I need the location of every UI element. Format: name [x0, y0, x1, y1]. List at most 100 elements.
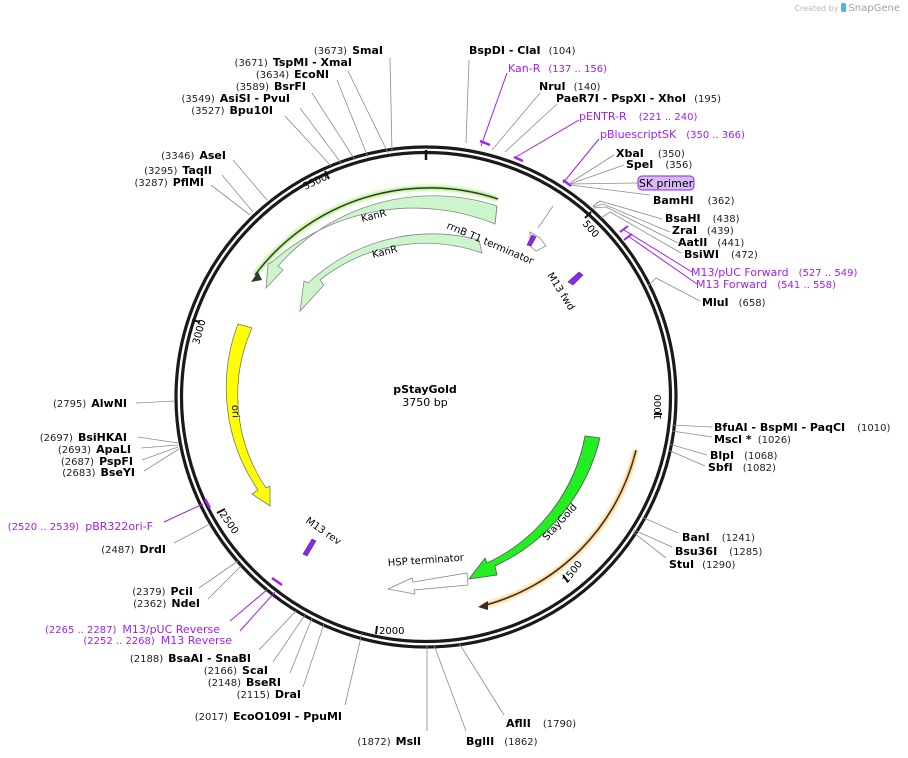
enzyme-asei[interactable]: (3346) AseI: [161, 149, 226, 162]
snapgene-logo-icon: [841, 3, 847, 12]
enzyme-xbai[interactable]: XbaI (350): [616, 147, 685, 160]
enzyme-bsaai-snabi[interactable]: (2188) BsaAI - SnaBI: [130, 652, 251, 665]
feature-staygold[interactable]: StayGold: [468, 435, 601, 580]
svg-text:(2693)ApaLI: (2693) ApaLI: [58, 443, 131, 456]
svg-text:(2520 .. 2539)pBR322ori-F: (2520 .. 2539) pBR322ori-F: [8, 520, 153, 533]
feature-staygold-track[interactable]: [478, 449, 639, 610]
svg-text:(2687)PspFI: (2687) PspFI: [61, 455, 133, 468]
svg-text:AflII(1790): AflII (1790): [506, 717, 576, 730]
feature-m13-rev[interactable]: M13 rev: [302, 515, 343, 557]
enzyme-bglii[interactable]: BglII (1862): [466, 735, 538, 748]
enzyme-bseyi[interactable]: (2683) BseYI: [62, 466, 135, 479]
primer-m13-puc-reverse[interactable]: (2265 .. 2287) M13/pUC Reverse: [45, 623, 220, 636]
svg-text:NruI(140): NruI (140): [539, 80, 601, 93]
svg-text:MscI *(1026): MscI * (1026): [714, 433, 791, 446]
enzyme-scai[interactable]: (2166) ScaI: [204, 664, 268, 677]
enzyme-bsrfi[interactable]: (3589) BsrFI: [236, 80, 306, 93]
plasmid-name: pStayGold: [393, 383, 457, 396]
enzyme-drdi[interactable]: (2487) DrdI: [101, 543, 166, 556]
enzyme-bseri[interactable]: (2148) BseRI: [208, 676, 281, 689]
enzyme-pflmi[interactable]: (3287) PflMI: [134, 176, 204, 189]
enzyme-bani[interactable]: BanI (1241): [682, 531, 755, 544]
enzyme-pcii[interactable]: (2379) PciI: [132, 585, 193, 598]
primer-kan-r[interactable]: Kan-R (137 .. 156): [508, 62, 607, 75]
enzyme-drai[interactable]: (2115) DraI: [237, 688, 301, 701]
svg-text:BanI(1241): BanI (1241): [682, 531, 755, 544]
tick-2500: 2500: [217, 509, 241, 536]
primer-pentr-r[interactable]: pENTR-R (221 .. 240): [579, 110, 697, 123]
feature-rrnb-terminator[interactable]: rrnB T1 terminator: [445, 205, 554, 267]
enzyme-bspdi-clai[interactable]: BspDI - ClaI (104): [469, 44, 576, 57]
enzyme-bsu36i[interactable]: Bsu36I (1285): [675, 545, 763, 558]
enzyme-bsiwi[interactable]: BsiWI (472): [684, 248, 758, 261]
svg-text:BglII(1862): BglII (1862): [466, 735, 538, 748]
svg-text:(3673)SmaI: (3673) SmaI: [314, 44, 383, 57]
enzyme-msci[interactable]: MscI * (1026): [714, 433, 791, 446]
enzyme-taqii[interactable]: (3295) TaqII: [144, 164, 212, 177]
enzyme-bsahi[interactable]: BsaHI (438): [665, 212, 740, 225]
primer-sk-badge[interactable]: SK primer: [637, 175, 695, 191]
credit-brand: SnapGene: [848, 3, 900, 14]
feature-label-hsp: HSP terminator: [387, 553, 465, 569]
enzyme-sbfi[interactable]: SbfI (1082): [708, 461, 776, 474]
svg-text:(2188)BsaAI - SnaBI: (2188) BsaAI - SnaBI: [130, 652, 251, 665]
svg-text:(2017)EcoO109I - PpuMI: (2017) EcoO109I - PpuMI: [195, 710, 342, 723]
enzyme-pspfi[interactable]: (2687) PspFI: [61, 455, 133, 468]
primer-m13-forward[interactable]: M13 Forward (541 .. 558): [696, 278, 836, 291]
enzyme-smai[interactable]: (3673) SmaI: [314, 44, 383, 57]
enzyme-aflii[interactable]: AflII (1790): [506, 717, 576, 730]
svg-text:PaeR7I - PspXI - XhoI(195): PaeR7I - PspXI - XhoI (195): [556, 92, 721, 105]
svg-text:(2265 .. 2287)M13/pUC Reverse: (2265 .. 2287) M13/pUC Reverse: [45, 623, 220, 636]
primer-pbr322ori-f[interactable]: (2520 .. 2539) pBR322ori-F: [8, 520, 153, 533]
svg-text:BfuAI - BspMI - PaqCI(1010: BfuAI - BspMI - PaqCI (1010): [714, 421, 890, 434]
enzyme-bsihkai[interactable]: (2697) BsiHKAI: [40, 431, 127, 444]
enzyme-stui[interactable]: StuI (1290): [669, 558, 735, 571]
svg-text:(3671)TspMI - XmaI: (3671) TspMI - XmaI: [235, 56, 352, 69]
enzyme-ndei[interactable]: (2362) NdeI: [133, 597, 200, 610]
svg-text:(3527)Bpu10I: (3527) Bpu10I: [191, 104, 273, 117]
enzyme-mlui[interactable]: MluI (658): [702, 296, 766, 309]
enzyme-bfuai-bspmi-paqci[interactable]: BfuAI - BspMI - PaqCI (1010): [714, 421, 890, 434]
plasmid-length: 3750 bp: [402, 396, 447, 409]
svg-text:(3287)PflMI: (3287) PflMI: [134, 176, 204, 189]
enzyme-aatii[interactable]: AatII (441): [678, 236, 744, 249]
enzyme-spei[interactable]: SpeI (356): [626, 158, 692, 171]
enzyme-msli[interactable]: (1872) MslI: [357, 735, 421, 748]
enzyme-tspmi-xmai[interactable]: (3671) TspMI - XmaI: [235, 56, 352, 69]
enzyme-zrai[interactable]: ZraI (439): [672, 224, 734, 237]
primer-m13-puc-forward[interactable]: M13/pUC Forward (527 .. 549): [691, 266, 857, 279]
enzyme-paer7i-pspxi-xhoi[interactable]: PaeR7I - PspXI - XhoI (195): [556, 92, 721, 105]
svg-text:M13 Forward(541 .. 558): M13 Forward (541 .. 558): [696, 278, 836, 291]
enzyme-asisi-pvui[interactable]: (3549) AsiSI - PvuI: [182, 92, 291, 105]
feature-kanr-track[interactable]: [251, 185, 499, 282]
enzyme-apali[interactable]: (2693) ApaLI: [58, 443, 131, 456]
svg-text:(3295)TaqII: (3295) TaqII: [144, 164, 212, 177]
enzyme-ecoo109i-ppumi[interactable]: (2017) EcoO109I - PpuMI: [195, 710, 342, 723]
svg-text:M13/pUC Forward(527 .. 549): M13/pUC Forward (527 .. 549): [691, 266, 857, 279]
enzyme-sites-left: (3673) SmaI (3671) TspMI - XmaI (3634) EcoN…: [40, 44, 428, 748]
svg-text:SbfI(1082): SbfI (1082): [708, 461, 776, 474]
feature-ori[interactable]: ori: [225, 323, 271, 507]
svg-text:(2683)BseYI: (2683) BseYI: [62, 466, 135, 479]
enzyme-bpu10i[interactable]: (3527) Bpu10I: [191, 104, 273, 117]
enzyme-bamhi[interactable]: BamHI (362): [653, 194, 735, 207]
primer-m13-reverse[interactable]: (2252 .. 2268) M13 Reverse: [83, 634, 232, 647]
svg-text:(3549)AsiSI - PvuI: (3549) AsiSI - PvuI: [182, 92, 291, 105]
svg-text:XbaI(350): XbaI (350): [616, 147, 685, 160]
svg-text:StuI(1290): StuI (1290): [669, 558, 735, 571]
feature-m13-fwd[interactable]: M13 fwd: [544, 271, 584, 313]
enzyme-sites-right: BspDI - ClaI (104) NruI (140) PaeR7I - Psp…: [433, 44, 890, 748]
enzyme-alwni[interactable]: (2795) AlwNI: [53, 397, 127, 410]
tick-1000: 1000: [653, 395, 664, 420]
feature-label-ori: ori: [229, 405, 241, 419]
enzyme-econi[interactable]: (3634) EcoNI: [256, 68, 329, 81]
enzyme-blpi[interactable]: BlpI (1068): [710, 449, 777, 462]
feature-kanr-2[interactable]: KanR: [299, 233, 483, 313]
primer-pbluescriptsk[interactable]: pBluescriptSK (350 .. 366): [600, 128, 745, 141]
svg-text:BsiWI(472): BsiWI (472): [684, 248, 758, 261]
enzyme-nrui[interactable]: NruI (140): [539, 80, 601, 93]
svg-text:(2795)AlwNI: (2795) AlwNI: [53, 397, 127, 410]
svg-text:(2362)NdeI: (2362) NdeI: [133, 597, 200, 610]
feature-hsp-terminator[interactable]: HSP terminator: [386, 553, 469, 595]
